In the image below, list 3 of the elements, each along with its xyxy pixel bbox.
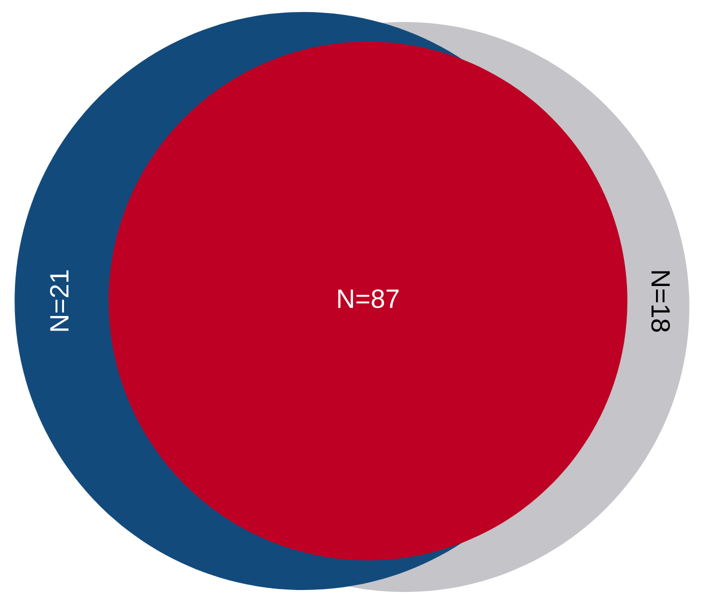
data-label: N=18 [651, 271, 670, 332]
data-label: N=87 [338, 289, 399, 308]
data-label: N=21 [50, 270, 68, 331]
